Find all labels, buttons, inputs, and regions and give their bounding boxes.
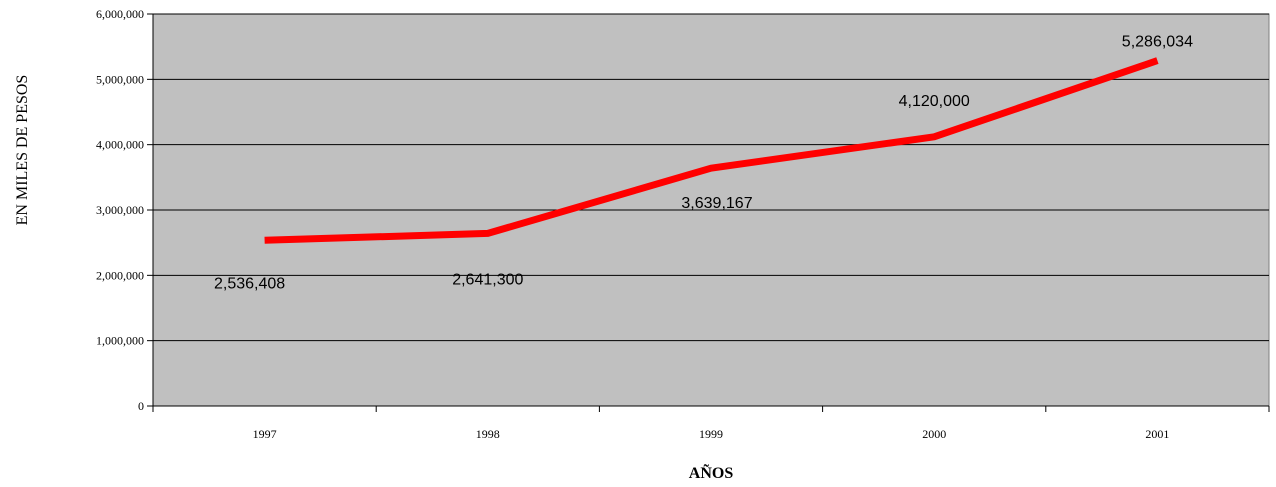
y-tick-label: 1,000,000 [96, 334, 144, 348]
x-tick-label: 1998 [476, 427, 500, 441]
data-label: 3,639,167 [681, 195, 752, 212]
y-tick-label: 2,000,000 [96, 268, 144, 282]
data-label: 5,286,034 [1122, 34, 1193, 51]
y-tick-label: 4,000,000 [96, 138, 144, 152]
y-tick-label: 6,000,000 [96, 7, 144, 21]
y-axis-label: EN MILES DE PESOS [14, 75, 31, 226]
x-axis-label: AÑOS [689, 463, 734, 482]
x-tick-label: 2001 [1145, 427, 1169, 441]
x-tick-label: 2000 [922, 427, 946, 441]
data-label: 2,641,300 [452, 271, 523, 288]
y-tick-label: 3,000,000 [96, 203, 144, 217]
data-label: 2,536,408 [214, 275, 285, 292]
x-ticks: 1997 1998 1999 2000 2001 [153, 406, 1269, 441]
data-label: 4,120,000 [899, 93, 970, 110]
y-ticks: 0 1,000,000 2,000,000 3,000,000 4,000,000 5,0… [96, 7, 153, 413]
x-tick-label: 1999 [699, 427, 723, 441]
y-tick-label: 5,000,000 [96, 72, 144, 86]
x-tick-label: 1997 [253, 427, 277, 441]
y-tick-label: 0 [138, 399, 144, 413]
